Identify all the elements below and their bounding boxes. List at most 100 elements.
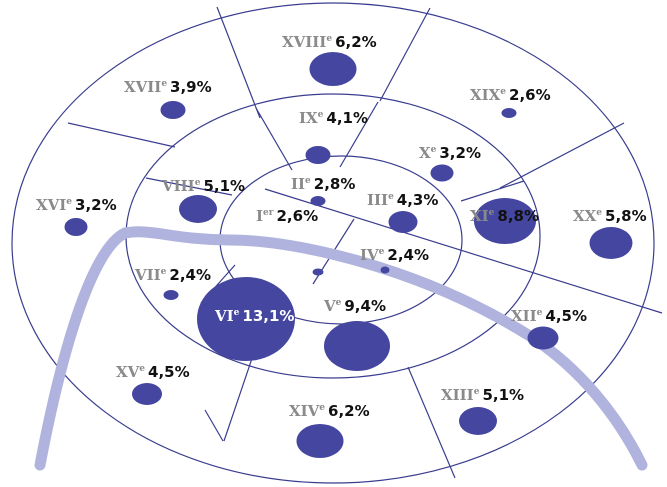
pct-xiv: 6,2% [328,402,370,420]
roman-xiii: XIII [441,386,474,404]
label-xi: XIe 8,8% [470,207,539,225]
border-xv-xiv [204,409,224,442]
suffix-i: er [263,208,274,218]
suffix-xx: e [596,208,602,218]
suffix-xi: e [489,208,495,218]
suffix-ii: e [305,176,311,186]
pct-i: 2,6% [277,207,319,225]
bubble-i [312,268,324,276]
border-xvi-xvii [67,122,176,148]
roman-iv: IV [360,246,379,264]
roman-xi: XI [470,207,489,225]
border-seine-inner [264,188,663,314]
roman-i: I [256,207,263,225]
roman-xx: XX [573,207,597,225]
bubble-xviii [309,52,357,86]
border-xvii-xviii [216,6,261,119]
bubble-xv [132,383,162,405]
pct-x: 3,2% [439,144,481,162]
label-xx: XXe 5,8% [573,207,647,225]
suffix-xiii: e [474,387,480,397]
pct-xi: 8,8% [497,207,539,225]
roman-xviii: XVIII [282,33,326,51]
roman-xvi: XVI [36,196,66,214]
bubble-xix [501,108,517,118]
bubble-iii [388,211,418,233]
roman-vi: VI [214,307,234,325]
suffix-viii: e [195,178,201,188]
roman-viii: VIII [161,177,195,195]
label-ix: IXe 4,1% [299,109,368,127]
roman-x: X [419,144,431,162]
pct-xiii: 5,1% [482,386,524,404]
bubble-iv [380,266,390,274]
pct-xvi: 3,2% [75,196,117,214]
pct-vi: 13,1% [242,307,294,325]
suffix-iv: e [379,247,385,257]
border-viii-i [145,177,233,196]
roman-xix: XIX [470,86,501,104]
label-xvi: XVIe 3,2% [36,196,117,214]
roman-ii: II [291,175,305,193]
suffix-x: e [431,145,437,155]
pct-xviii: 6,2% [335,33,377,51]
pct-v: 9,4% [344,297,386,315]
pct-xvii: 3,9% [170,78,212,96]
bubble-viii [179,195,217,223]
border-xiv-xiii [407,366,456,479]
roman-xiv: XIV [289,402,320,420]
suffix-xvi: e [66,197,72,207]
label-xiii: XIIIe 5,1% [441,386,524,404]
pct-xv: 4,5% [148,363,190,381]
label-ii: IIe 2,8% [291,175,355,193]
suffix-v: e [336,298,342,308]
pct-ii: 2,8% [314,175,356,193]
roman-vii: VII [134,266,161,284]
label-xviii: XVIIIe 6,2% [282,33,377,51]
pct-iii: 4,3% [397,191,439,209]
suffix-xii: e [537,308,543,318]
label-viii: VIIIe 5,1% [161,177,245,195]
bubble-v [324,321,390,371]
label-iv: IVe 2,4% [360,246,429,264]
roman-xii: XII [511,307,537,325]
border-xix-xx [499,122,625,189]
seine-river [34,226,648,471]
label-xiv: XIVe 6,2% [289,402,370,420]
pct-viii: 5,1% [203,177,245,195]
suffix-xiv: e [319,403,325,413]
bubble-vii [163,290,179,300]
pct-ix: 4,1% [326,109,368,127]
bubble-xiv [296,424,344,458]
bubble-xvi [64,218,88,236]
suffix-iii: e [388,192,394,202]
bubble-xi [474,198,536,244]
label-xii: XIIe 4,5% [511,307,587,325]
label-xvii: XVIIe 3,9% [124,78,212,96]
label-xix: XIXe 2,6% [470,86,551,104]
suffix-vii: e [161,267,167,277]
pct-xx: 5,8% [605,207,647,225]
outer-ring [11,2,655,484]
border-x-iii [339,101,379,168]
roman-v: V [323,297,336,315]
pct-xix: 2,6% [509,86,551,104]
label-v: Ve 9,4% [323,297,386,315]
bubble-xx [589,227,633,259]
bubble-xii [527,326,559,350]
bubble-ix [305,146,331,164]
roman-xvii: XVII [124,78,161,96]
suffix-xix: e [500,87,506,97]
share-bubbles [64,52,633,458]
suffix-xv: e [139,364,145,374]
pct-vii: 2,4% [169,266,211,284]
suffix-vi: e [234,308,240,318]
pct-xii: 4,5% [545,307,587,325]
bubble-ii [310,196,326,206]
label-vii: VIIe 2,4% [134,266,211,284]
bubble-vi [197,277,295,361]
border-ix-ii [255,107,293,171]
label-x: Xe 3,2% [419,144,481,162]
arrondissement-labels: Ier 2,6%IIe 2,8%IIIe 4,3%IVe 2,4%Ve 9,4%VIe 13… [36,33,647,420]
